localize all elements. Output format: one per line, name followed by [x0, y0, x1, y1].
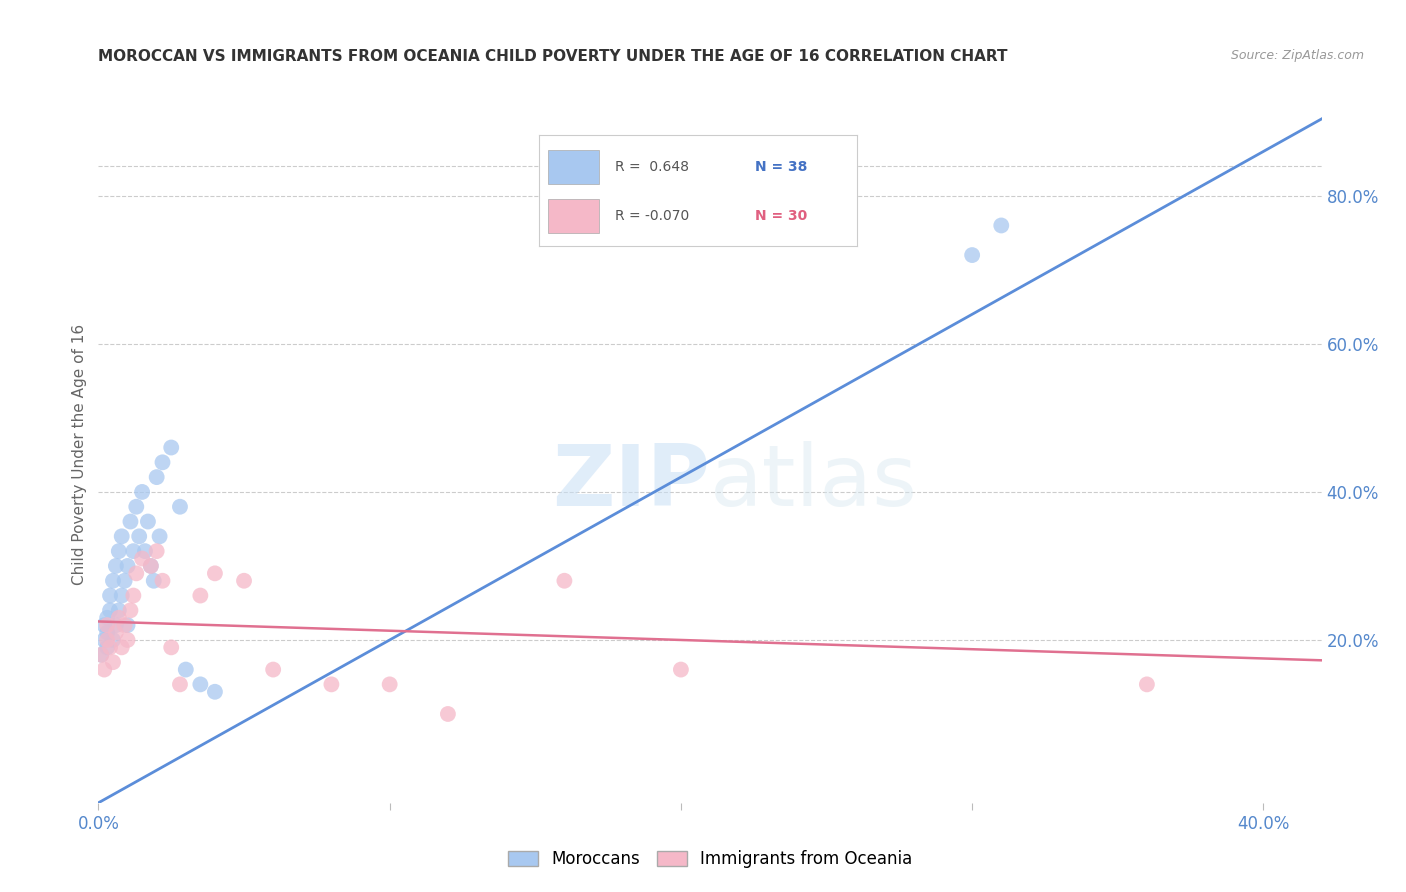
Point — [437, 706, 460, 721]
Point — [104, 558, 127, 573]
Point — [108, 544, 131, 558]
Point — [125, 500, 148, 514]
Point — [1136, 677, 1159, 691]
Text: atlas: atlas — [710, 442, 918, 524]
Point — [188, 589, 212, 603]
Point — [139, 558, 162, 573]
Point — [233, 574, 256, 588]
Y-axis label: Child Poverty Under the Age of 16: Child Poverty Under the Age of 16 — [72, 325, 87, 585]
Point — [104, 618, 127, 632]
Point — [111, 589, 134, 603]
Point — [108, 611, 131, 625]
Point — [990, 219, 1012, 233]
Point — [169, 677, 191, 691]
Point — [262, 663, 284, 677]
Point — [96, 632, 118, 647]
Text: Source: ZipAtlas.com: Source: ZipAtlas.com — [1230, 49, 1364, 62]
Point — [101, 574, 124, 588]
Point — [131, 551, 153, 566]
Point — [96, 640, 118, 655]
Point — [120, 515, 142, 529]
Point — [142, 574, 165, 588]
Point — [321, 677, 343, 691]
Point — [93, 618, 115, 632]
Point — [90, 648, 112, 662]
Point — [111, 640, 134, 655]
Point — [98, 640, 121, 655]
Point — [960, 248, 983, 262]
Point — [169, 500, 191, 514]
Point — [145, 544, 167, 558]
Point — [122, 589, 145, 603]
Point — [104, 625, 127, 640]
Point — [114, 618, 136, 632]
Point — [174, 663, 197, 677]
Point — [204, 685, 226, 699]
Point — [136, 515, 159, 529]
Point — [93, 663, 115, 677]
Point — [120, 603, 142, 617]
Point — [93, 632, 115, 647]
Point — [96, 625, 118, 640]
Point — [90, 648, 112, 662]
Point — [98, 589, 121, 603]
Point — [152, 574, 174, 588]
Point — [553, 574, 575, 588]
Point — [139, 558, 162, 573]
Point — [111, 529, 134, 543]
Point — [114, 574, 136, 588]
Legend: Moroccans, Immigrants from Oceania: Moroccans, Immigrants from Oceania — [501, 843, 920, 874]
Point — [669, 663, 692, 677]
Point — [160, 441, 183, 455]
Point — [131, 484, 153, 499]
Point — [96, 611, 118, 625]
Point — [134, 544, 156, 558]
Point — [117, 618, 139, 632]
Point — [122, 544, 145, 558]
Point — [152, 455, 174, 469]
Point — [117, 558, 139, 573]
Point — [108, 603, 131, 617]
Point — [204, 566, 226, 581]
Point — [101, 655, 124, 669]
Point — [378, 677, 401, 691]
Text: ZIP: ZIP — [553, 442, 710, 524]
Point — [145, 470, 167, 484]
Point — [149, 529, 172, 543]
Point — [117, 632, 139, 647]
Point — [125, 566, 148, 581]
Point — [101, 632, 124, 647]
Point — [128, 529, 150, 543]
Point — [96, 618, 118, 632]
Point — [160, 640, 183, 655]
Text: MOROCCAN VS IMMIGRANTS FROM OCEANIA CHILD POVERTY UNDER THE AGE OF 16 CORRELATIO: MOROCCAN VS IMMIGRANTS FROM OCEANIA CHIL… — [98, 49, 1008, 64]
Point — [98, 603, 121, 617]
Point — [188, 677, 212, 691]
